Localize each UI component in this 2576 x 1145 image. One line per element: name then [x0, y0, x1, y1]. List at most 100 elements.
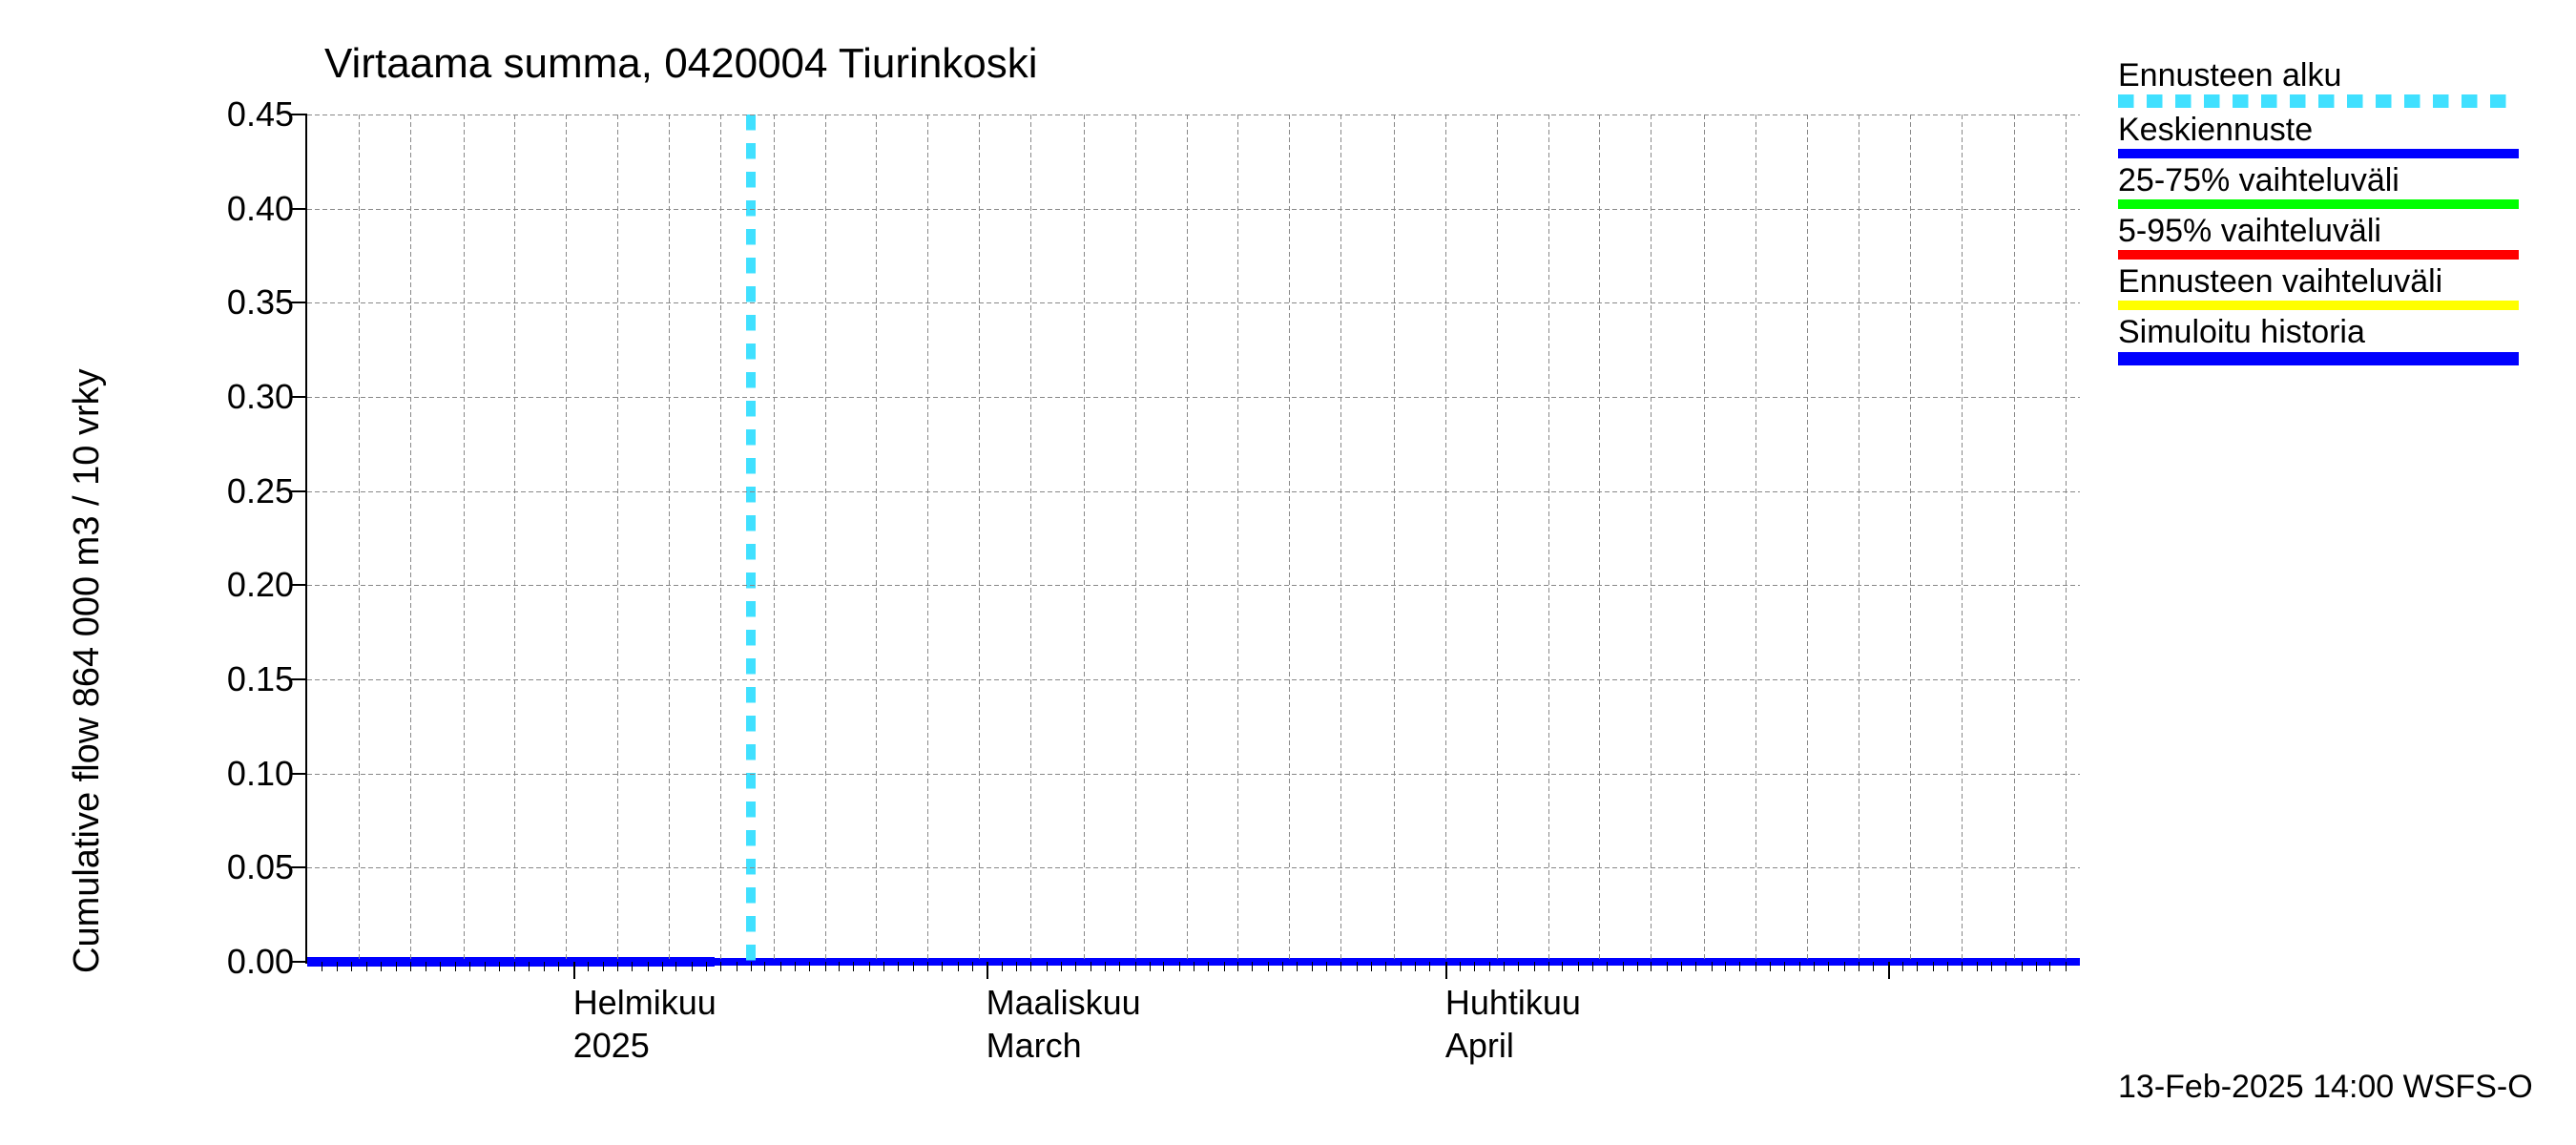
xtick-minor: [869, 962, 870, 971]
chart-container: Virtaama summa, 0420004 Tiurinkoski Cumu…: [0, 0, 2576, 1145]
gridline-vertical: [1445, 114, 1446, 962]
xtick-minor: [1357, 962, 1358, 971]
xtick-minor: [927, 962, 928, 971]
gridline-vertical: [1704, 114, 1705, 962]
legend-label: Ennusteen vaihteluväli: [2118, 263, 2519, 301]
legend-label: Ennusteen alku: [2118, 57, 2519, 94]
legend-swatch: [2118, 250, 2519, 260]
xtick-minor: [1607, 962, 1608, 971]
xtick-minor: [1725, 962, 1726, 971]
gridline-vertical: [1807, 114, 1808, 962]
xtick-minor: [514, 962, 515, 971]
gridline-horizontal: [307, 867, 2080, 868]
legend-item: Simuloitu historia: [2118, 314, 2519, 364]
ytick-label: 0.15: [227, 659, 307, 699]
xtick-minor: [1623, 962, 1624, 971]
xtick-minor: [780, 962, 781, 971]
gridline-vertical: [1548, 114, 1549, 962]
legend-item: Ennusteen vaihteluväli: [2118, 263, 2519, 310]
series-median-forecast: [715, 958, 2080, 966]
gridline-horizontal: [307, 679, 2080, 680]
footer-timestamp: 13-Feb-2025 14:00 WSFS-O: [2118, 1069, 2533, 1106]
xtick-minor: [1814, 962, 1815, 971]
xtick-minor: [1179, 962, 1180, 971]
ytick-label: 0.20: [227, 565, 307, 605]
xtick-minor: [1755, 962, 1756, 971]
gridline-vertical: [514, 114, 515, 962]
xtick-minor: [1681, 962, 1682, 971]
xtick-minor: [1712, 962, 1713, 971]
xtick-minor: [396, 962, 397, 971]
xtick-minor: [883, 962, 884, 971]
xtick-minor: [1224, 962, 1225, 971]
ytick-label: 0.25: [227, 471, 307, 511]
gridline-vertical: [1599, 114, 1600, 962]
ytick-label: 0.35: [227, 282, 307, 323]
gridline-vertical: [979, 114, 980, 962]
gridline-vertical: [617, 114, 618, 962]
xtick-minor: [381, 962, 382, 971]
legend-swatch: [2118, 352, 2519, 365]
xtick-minor: [1297, 962, 1298, 971]
gridline-vertical: [464, 114, 465, 962]
legend-item: 5-95% vaihteluväli: [2118, 213, 2519, 260]
gridline-vertical: [1084, 114, 1085, 962]
gridline-vertical: [2014, 114, 2015, 962]
plot-area: 0.000.050.100.150.200.250.300.350.400.45…: [305, 114, 2080, 964]
xtick-minor: [1828, 962, 1829, 971]
xtick-minor: [485, 962, 486, 971]
gridline-horizontal: [307, 397, 2080, 398]
xtick-label: Helmikuu2025: [573, 962, 717, 1067]
xtick-minor: [410, 962, 411, 971]
xtick-minor: [2049, 962, 2050, 971]
legend: Ennusteen alku Keskiennuste 25-75% vaihtel…: [2118, 57, 2519, 369]
gridline-horizontal: [307, 302, 2080, 303]
xtick-minor: [529, 962, 530, 971]
xtick-minor: [1340, 962, 1341, 971]
gridline-vertical: [1030, 114, 1031, 962]
gridline-vertical: [774, 114, 775, 962]
legend-label: Simuloitu historia: [2118, 314, 2519, 351]
legend-swatch: [2118, 149, 2519, 158]
xtick-minor: [764, 962, 765, 971]
legend-swatch: [2118, 199, 2519, 209]
legend-label: Keskiennuste: [2118, 112, 2519, 149]
y-axis-label: Cumulative flow 864 000 m3 / 10 vrky: [67, 368, 108, 973]
xtick-minor: [2036, 962, 2037, 971]
xtick-minor: [853, 962, 854, 971]
gridline-vertical: [2066, 114, 2067, 962]
xtick-minor: [2005, 962, 2006, 971]
legend-item: 25-75% vaihteluväli: [2118, 162, 2519, 209]
ytick-label: 0.10: [227, 754, 307, 794]
gridline-vertical: [1651, 114, 1652, 962]
xtick-minor: [1917, 962, 1918, 971]
xtick-minor: [366, 962, 367, 971]
xtick-minor: [1194, 962, 1195, 971]
ytick-label: 0.30: [227, 377, 307, 417]
gridline-vertical: [1394, 114, 1395, 962]
xtick-minor: [2022, 962, 2023, 971]
xtick-minor: [839, 962, 840, 971]
xtick-minor: [469, 962, 470, 971]
gridline-vertical: [1755, 114, 1756, 962]
gridline-vertical: [566, 114, 567, 962]
xtick-minor: [1401, 962, 1402, 971]
xtick-minor: [1770, 962, 1771, 971]
xtick-minor: [544, 962, 545, 971]
xtick-minor: [1252, 962, 1253, 971]
xtick-minor: [337, 962, 338, 971]
gridline-vertical: [1289, 114, 1290, 962]
gridline-vertical: [1962, 114, 1963, 962]
ytick-label: 0.05: [227, 847, 307, 887]
xtick-minor: [958, 962, 959, 971]
ytick-label: 0.40: [227, 189, 307, 229]
xtick-minor: [1844, 962, 1845, 971]
gridline-vertical: [1910, 114, 1911, 962]
gridline-vertical: [1340, 114, 1341, 962]
xtick-minor: [558, 962, 559, 971]
xtick-minor: [809, 962, 810, 971]
xtick-minor: [1592, 962, 1593, 971]
xtick-minor: [1947, 962, 1948, 971]
gridline-vertical: [1135, 114, 1136, 962]
xtick-label: MaaliskuuMarch: [987, 962, 1141, 1067]
